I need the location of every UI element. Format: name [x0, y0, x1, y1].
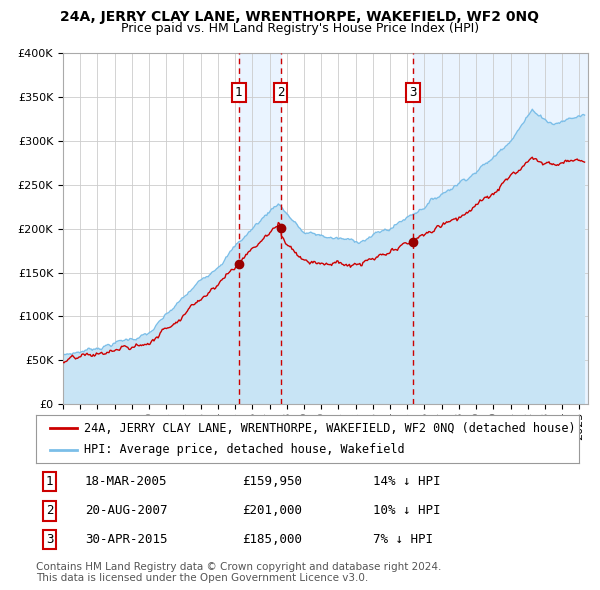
Bar: [413, 53, 588, 404]
Text: 24A, JERRY CLAY LANE, WRENTHORPE, WAKEFIELD, WF2 0NQ: 24A, JERRY CLAY LANE, WRENTHORPE, WAKEFI…: [61, 10, 539, 24]
Text: 2: 2: [46, 504, 53, 517]
Text: 10% ↓ HPI: 10% ↓ HPI: [373, 504, 440, 517]
Text: 3: 3: [409, 86, 416, 99]
Text: 24A, JERRY CLAY LANE, WRENTHORPE, WAKEFIELD, WF2 0NQ (detached house): 24A, JERRY CLAY LANE, WRENTHORPE, WAKEFI…: [84, 422, 575, 435]
Bar: [239, 53, 281, 404]
Text: £159,950: £159,950: [242, 475, 302, 488]
Text: 3: 3: [46, 533, 53, 546]
Text: £185,000: £185,000: [242, 533, 302, 546]
Text: 2: 2: [277, 86, 284, 99]
Text: £201,000: £201,000: [242, 504, 302, 517]
Text: 7% ↓ HPI: 7% ↓ HPI: [373, 533, 433, 546]
Text: Contains HM Land Registry data © Crown copyright and database right 2024.
This d: Contains HM Land Registry data © Crown c…: [36, 562, 442, 584]
Text: 18-MAR-2005: 18-MAR-2005: [85, 475, 167, 488]
Text: 20-AUG-2007: 20-AUG-2007: [85, 504, 167, 517]
Text: 30-APR-2015: 30-APR-2015: [85, 533, 167, 546]
Text: Price paid vs. HM Land Registry's House Price Index (HPI): Price paid vs. HM Land Registry's House …: [121, 22, 479, 35]
Text: 14% ↓ HPI: 14% ↓ HPI: [373, 475, 440, 488]
Text: 1: 1: [46, 475, 53, 488]
Text: HPI: Average price, detached house, Wakefield: HPI: Average price, detached house, Wake…: [84, 443, 404, 456]
Text: 1: 1: [235, 86, 242, 99]
